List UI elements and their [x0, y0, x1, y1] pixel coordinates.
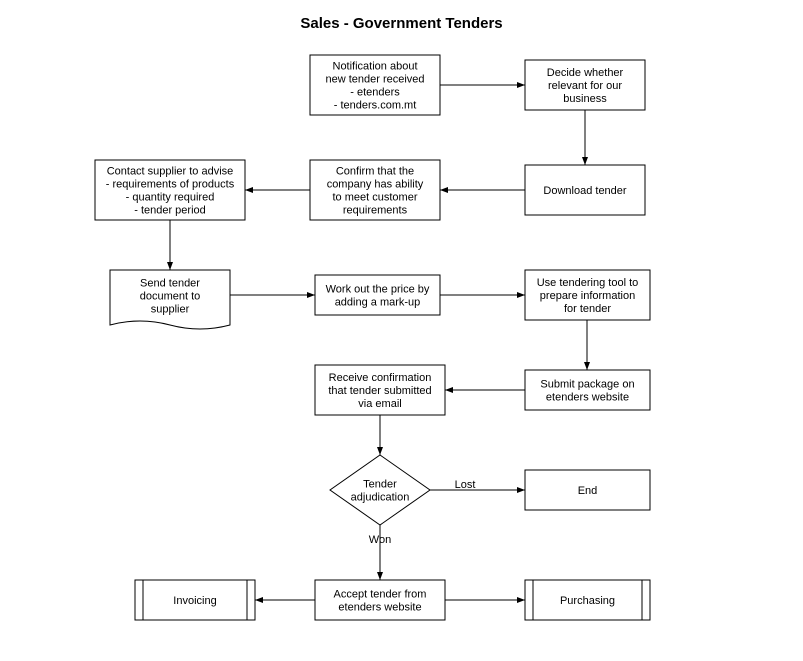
node-text: - requirements of products	[106, 179, 235, 191]
flow-node-n13: Accept tender frometenders website	[315, 580, 445, 620]
flow-node-n10: Receive confirmationthat tender submitte…	[315, 365, 445, 415]
node-text: - quantity required	[126, 192, 215, 204]
node-text: etenders website	[546, 392, 629, 404]
flow-node-n15: Purchasing	[525, 580, 650, 620]
node-text: relevant for our	[548, 80, 622, 92]
node-text: that tender submitted	[328, 385, 431, 397]
node-text: to meet customer	[333, 192, 418, 204]
edge-label: Lost	[455, 479, 476, 491]
flowchart-canvas: Sales - Government Tenders Notification a…	[0, 0, 803, 661]
edge-label: Won	[369, 534, 391, 546]
node-text: company has ability	[327, 179, 424, 191]
node-text: Receive confirmation	[329, 372, 432, 384]
flow-node-n5: Contact supplier to advise- requirements…	[95, 160, 245, 220]
node-text: Decide whether	[547, 67, 624, 79]
node-text: End	[578, 485, 598, 497]
flow-node-n11: Tenderadjudication	[330, 455, 430, 525]
node-text: Work out the price by	[326, 284, 430, 296]
flow-node-n2: Decide whetherrelevant for ourbusiness	[525, 60, 645, 110]
page-title: Sales - Government Tenders	[300, 15, 502, 32]
node-text: for tender	[564, 303, 611, 315]
flow-node-n1: Notification aboutnew tender received- e…	[310, 55, 440, 115]
flow-node-n8: Use tendering tool toprepare information…	[525, 270, 650, 320]
node-text: Invoicing	[173, 595, 216, 607]
flow-node-n3: Download tender	[525, 165, 645, 215]
node-text: - tenders.com.mt	[334, 100, 417, 112]
flow-node-n7: Work out the price byadding a mark-up	[315, 275, 440, 315]
node-text: via email	[358, 398, 401, 410]
node-text: Use tendering tool to	[537, 277, 639, 289]
node-text: Download tender	[543, 185, 627, 197]
node-text: Notification about	[333, 61, 418, 73]
node-text: new tender received	[325, 74, 424, 86]
flow-node-n12: End	[525, 470, 650, 510]
node-text: Tender	[363, 479, 397, 491]
node-text: prepare information	[540, 290, 635, 302]
flow-node-n4: Confirm that thecompany has abilityto me…	[310, 160, 440, 220]
node-text: - etenders	[350, 87, 400, 99]
node-text: Send tender	[140, 278, 200, 290]
node-text: adjudication	[351, 492, 410, 504]
node-text: etenders website	[338, 602, 421, 614]
node-text: adding a mark-up	[335, 297, 421, 309]
node-text: document to	[140, 291, 201, 303]
node-text: Accept tender from	[334, 589, 427, 601]
node-text: business	[563, 93, 607, 105]
flow-node-n9: Submit package onetenders website	[525, 370, 650, 410]
node-text: Confirm that the	[336, 166, 414, 178]
node-text: requirements	[343, 205, 408, 217]
flow-node-n6: Send tenderdocument tosupplier	[110, 270, 230, 329]
node-text: - tender period	[134, 205, 206, 217]
node-text: Contact supplier to advise	[107, 166, 234, 178]
node-text: Submit package on	[540, 379, 634, 391]
flow-node-n14: Invoicing	[135, 580, 255, 620]
node-text: supplier	[151, 304, 190, 316]
node-text: Purchasing	[560, 595, 615, 607]
